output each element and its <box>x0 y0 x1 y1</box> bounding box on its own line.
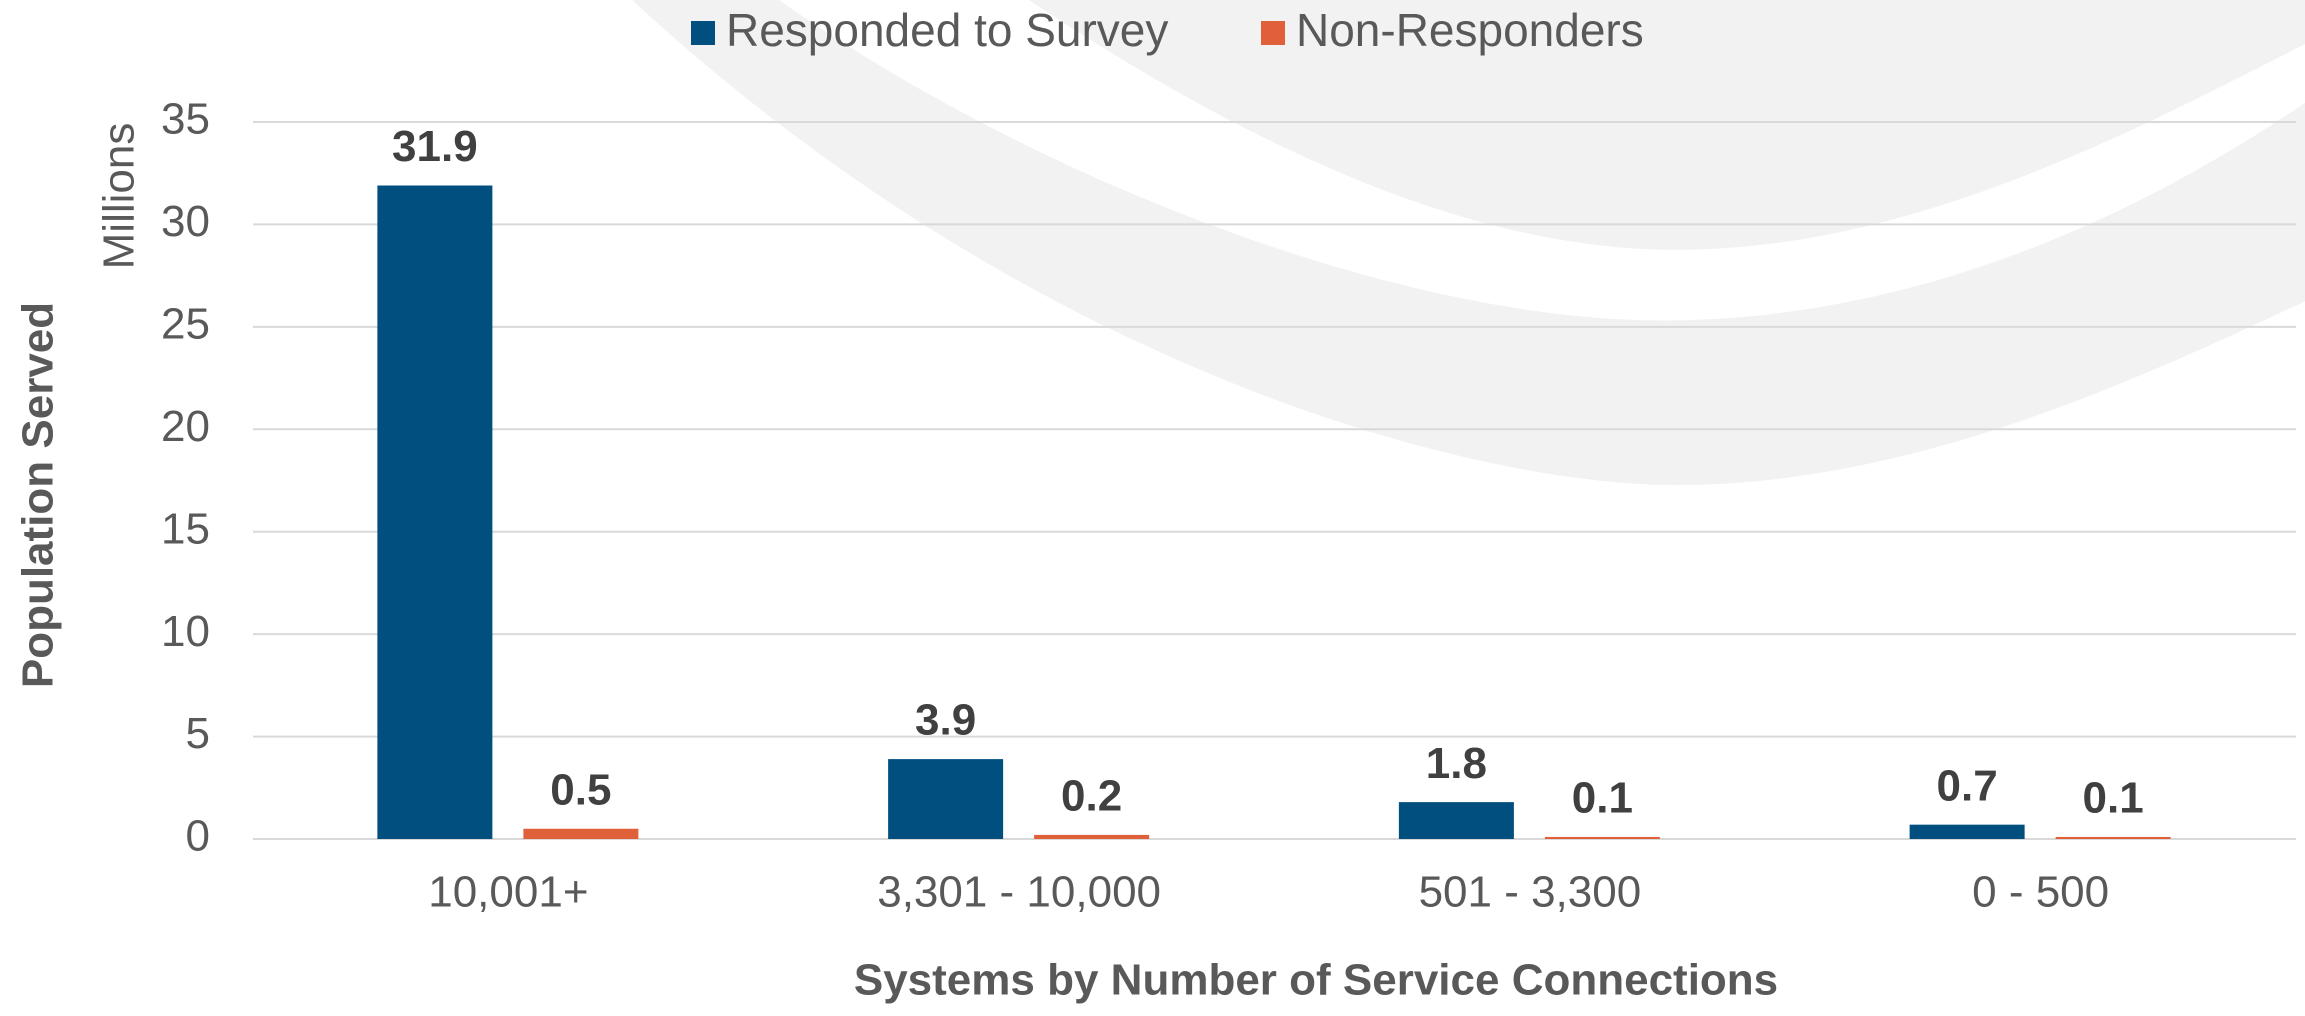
legend-swatch <box>1261 21 1285 45</box>
data-label: 3.9 <box>915 696 976 745</box>
y-tick-label: 35 <box>161 95 210 144</box>
y-tick-label: 5 <box>186 709 210 758</box>
data-label: 1.8 <box>1426 739 1487 788</box>
y-tick-label: 15 <box>161 504 210 553</box>
y-tick-label: 10 <box>161 607 210 656</box>
bar <box>888 759 1004 839</box>
bar <box>1544 836 1660 839</box>
y-tick-label: 30 <box>161 197 210 246</box>
y-tick-label: 25 <box>161 299 210 348</box>
x-tick-label: 3,301 - 10,000 <box>877 868 1161 917</box>
bar <box>2055 836 2171 839</box>
x-tick-label: 10,001+ <box>428 868 588 917</box>
y-tick-label: 20 <box>161 402 210 451</box>
bar <box>377 185 493 839</box>
bar <box>523 828 639 839</box>
data-label: 0.7 <box>1937 761 1998 810</box>
legend-label: Non-Responders <box>1296 4 1644 56</box>
data-label: 0.5 <box>550 765 611 814</box>
legend-swatch <box>691 21 715 45</box>
legend-label: Responded to Survey <box>726 4 1168 56</box>
x-tick-label: 501 - 3,300 <box>1419 868 1642 917</box>
data-label: 0.1 <box>2083 774 2144 823</box>
x-tick-label: 0 - 500 <box>1972 868 2109 917</box>
data-label: 31.9 <box>392 122 478 171</box>
background-decoration <box>632 0 2305 486</box>
y-axis-title: Population Served <box>14 302 63 688</box>
y-tick-label: 0 <box>186 812 210 861</box>
bar <box>1034 834 1150 839</box>
x-axis-title: Systems by Number of Service Connections <box>854 956 1778 1005</box>
bar <box>1398 802 1514 839</box>
data-label: 0.2 <box>1061 772 1122 821</box>
data-label: 0.1 <box>1572 774 1633 823</box>
y-unit-label: Millions <box>95 123 144 270</box>
bar <box>1909 824 2025 839</box>
